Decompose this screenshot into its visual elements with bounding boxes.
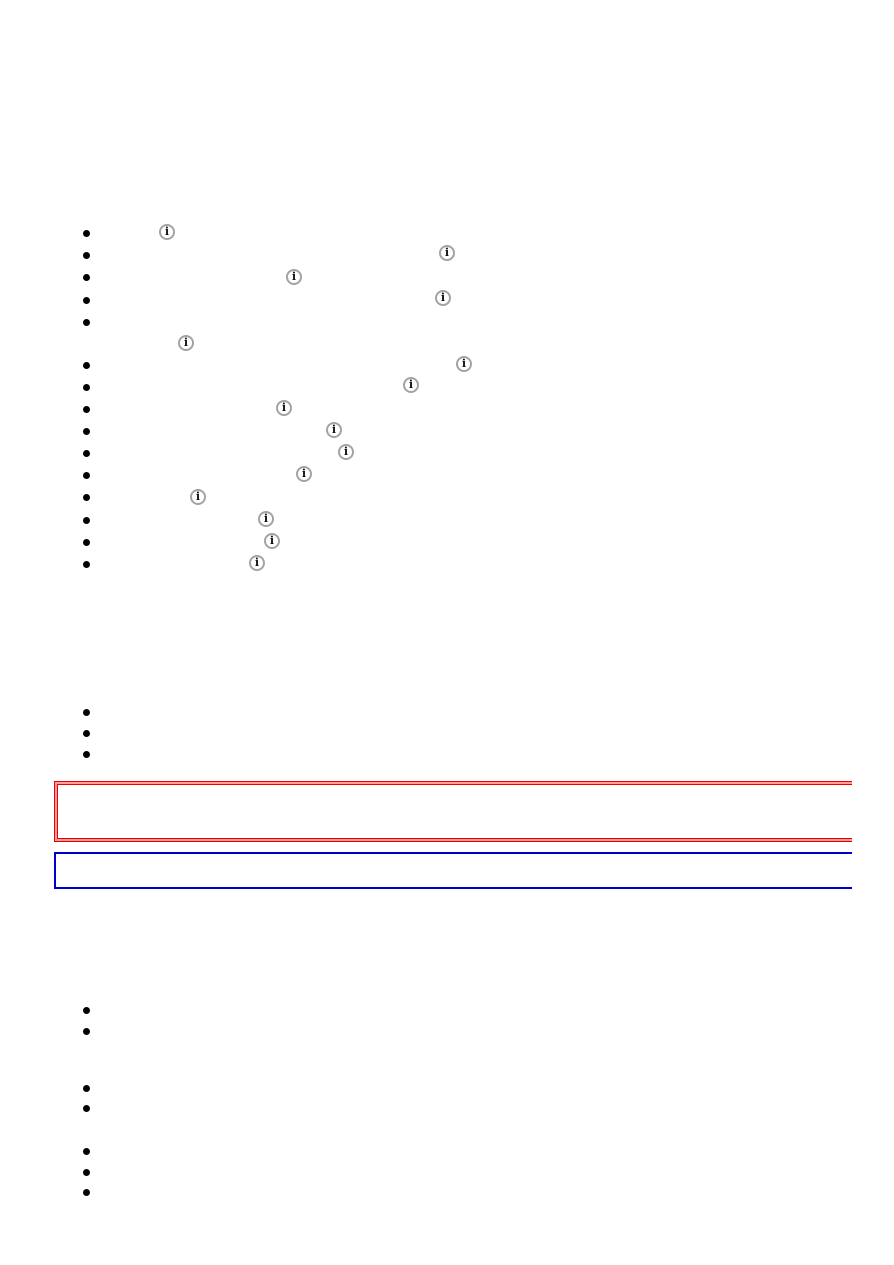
note-box (54, 852, 852, 889)
info-icon[interactable]: i (338, 444, 354, 460)
info-icon[interactable]: i (258, 511, 274, 527)
bullet-marker (82, 427, 90, 435)
info-icon[interactable]: i (296, 466, 312, 482)
bullet-marker (82, 1027, 90, 1035)
bullet-marker (82, 273, 90, 281)
bullet-marker (82, 516, 90, 524)
bullet-marker (82, 1188, 90, 1196)
bullet-marker (82, 296, 90, 304)
info-icon[interactable]: i (159, 224, 175, 240)
info-icon[interactable]: i (286, 269, 302, 285)
info-icon-glyph: i (331, 423, 337, 436)
info-icon-glyph: i (195, 490, 201, 503)
info-icon-glyph: i (408, 378, 414, 391)
bullet-marker (82, 1147, 90, 1155)
info-icon[interactable]: i (190, 489, 206, 505)
bullet-marker (82, 750, 90, 758)
info-icon-glyph: i (263, 512, 269, 525)
bullet-marker (82, 318, 90, 326)
info-icon[interactable]: i (456, 356, 472, 372)
bullet-marker (82, 229, 90, 237)
bullet-marker (82, 1084, 90, 1092)
bullet-marker (82, 729, 90, 737)
error-box (54, 781, 852, 842)
info-icon-glyph: i (269, 534, 275, 547)
bullet-marker (82, 383, 90, 391)
info-icon-glyph: i (444, 246, 450, 259)
info-icon[interactable]: i (276, 400, 292, 416)
bullet-marker (82, 538, 90, 546)
info-icon-glyph: i (254, 556, 260, 569)
info-icon-glyph: i (164, 225, 170, 238)
bullet-marker (82, 560, 90, 568)
bullet-marker (82, 708, 90, 716)
bullet-marker (82, 493, 90, 501)
info-icon[interactable]: i (249, 555, 265, 571)
error-box-inner (57, 784, 852, 839)
info-icon-glyph: i (301, 467, 307, 480)
info-icon[interactable]: i (326, 422, 342, 438)
info-icon-glyph: i (461, 357, 467, 370)
bullet-marker (82, 1168, 90, 1176)
info-icon[interactable]: i (178, 335, 194, 351)
info-icon-glyph: i (183, 336, 189, 349)
bullet-marker (82, 1104, 90, 1112)
info-icon[interactable]: i (439, 245, 455, 261)
info-icon[interactable]: i (264, 533, 280, 549)
bullet-marker (82, 1006, 90, 1014)
bullet-marker (82, 361, 90, 369)
error-box-halo (55, 782, 852, 841)
info-icon-glyph: i (343, 445, 349, 458)
info-icon-glyph: i (440, 291, 446, 304)
info-icon[interactable]: i (403, 377, 419, 393)
info-icon-glyph: i (281, 401, 287, 414)
bullet-marker (82, 471, 90, 479)
bullet-marker (82, 405, 90, 413)
bullet-marker (82, 251, 90, 259)
bullet-marker (82, 449, 90, 457)
info-icon[interactable]: i (435, 290, 451, 306)
info-icon-glyph: i (291, 270, 297, 283)
